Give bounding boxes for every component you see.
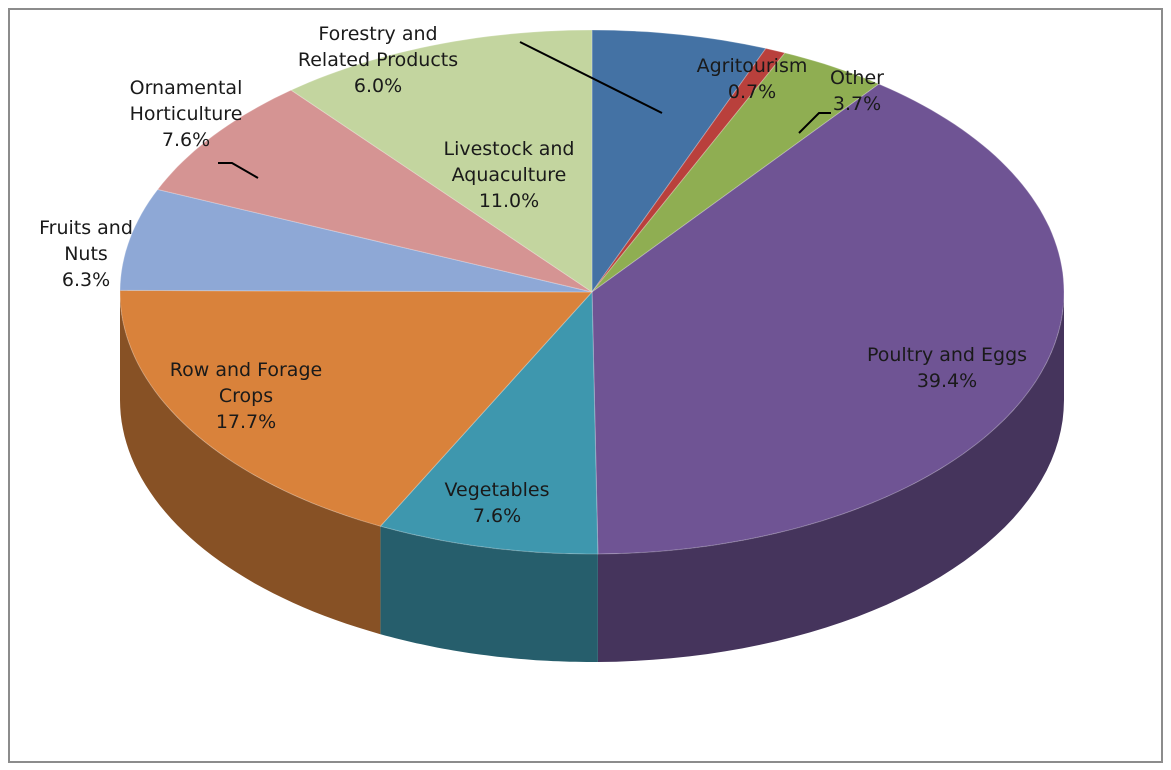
slice-label-7-line-1: Horticulture [130,103,243,125]
slice-label-8-line-0: Livestock and [443,138,574,160]
slice-label-5-line-1: Crops [219,385,273,407]
slice-label-2-line-0: Other [830,67,884,89]
slice-percent-3: 39.4% [917,370,977,392]
slice-3 [591,83,1065,555]
slice-0 [591,29,767,294]
slice-percent-1: 0.7% [728,81,776,103]
slice-label-3-line-0: Poultry and Eggs [867,344,1027,366]
slice-8 [290,29,593,293]
slice-percent-8: 11.0% [479,190,539,212]
slice-2 [591,52,880,293]
slice-label-6-line-1: Nuts [64,243,108,265]
slice-labels: Forestry and Related Products 6.0% Agritour… [39,23,1027,527]
slice-label-7-line-0: Ornamental [130,77,243,99]
slice-7 [156,89,593,293]
slice-percent-6: 6.3% [62,269,110,291]
slice-side-4 [380,526,598,662]
pie-sides [120,292,1064,662]
slice-label-5-line-0: Row and Forage [170,359,322,381]
slice-label-4-line-0: Vegetables [445,479,550,501]
slice-percent-7: 7.6% [162,129,210,151]
slice-label-0-line-1: Related Products [298,49,458,71]
pie-tops [119,29,1065,555]
slice-percent-5: 17.7% [216,411,276,433]
slice-6 [119,188,593,293]
slice-side-5 [120,292,381,635]
leader-line-2 [798,112,831,134]
slice-percent-0: 6.0% [354,75,402,97]
slice-side-3 [597,292,1064,662]
leader-line-0 [519,41,663,114]
slice-percent-4: 7.6% [473,505,521,527]
slice-5 [119,289,594,527]
slice-label-1-line-0: Agritourism [697,55,808,77]
slice-label-6-line-0: Fruits and [39,217,133,239]
slice-label-8-line-1: Aquaculture [452,164,567,186]
slice-4 [379,290,599,555]
slice-percent-2: 3.7% [833,93,881,115]
leader-line-7 [218,162,259,179]
leader-lines [218,41,831,179]
slice-label-0-line-0: Forestry and [318,23,437,45]
